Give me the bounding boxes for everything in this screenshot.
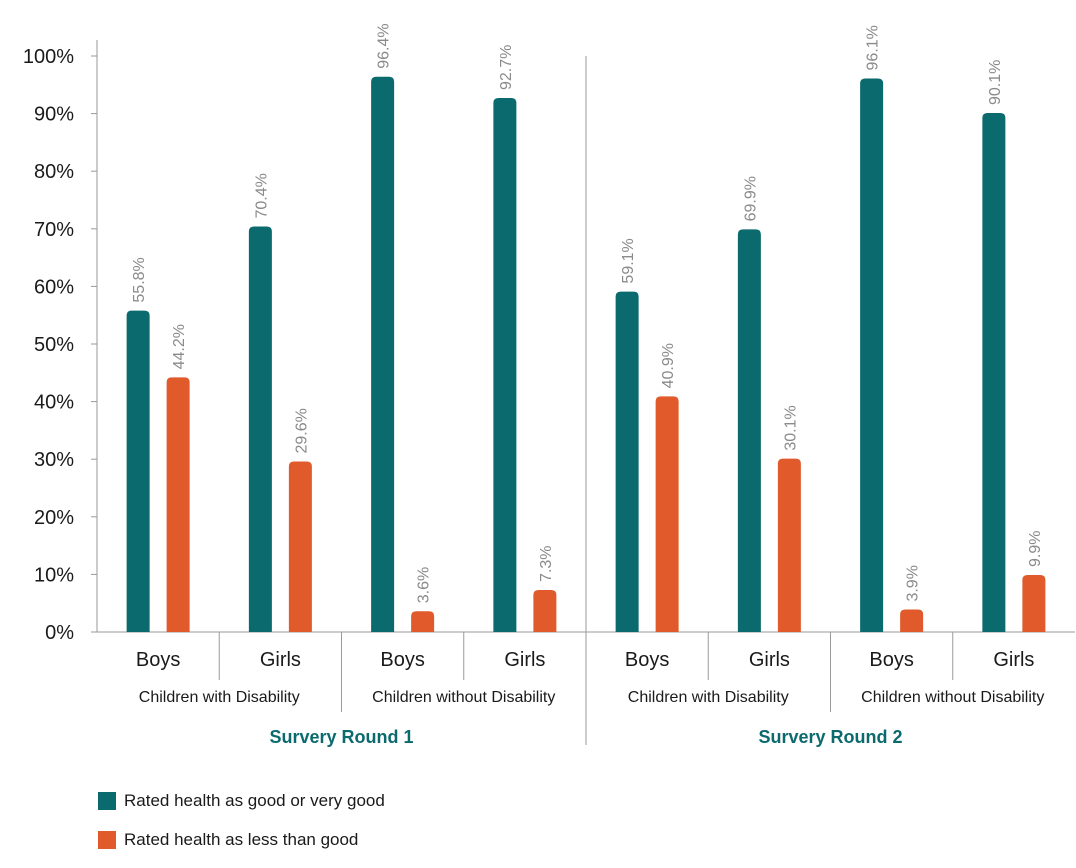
legend-label-less: Rated health as less than good bbox=[124, 830, 359, 849]
group-label: Children without Disability bbox=[372, 689, 555, 706]
bar-good bbox=[248, 226, 272, 632]
data-label-good: 90.1% bbox=[987, 60, 1004, 105]
data-label-less: 3.6% bbox=[416, 567, 433, 603]
category-label: Girls bbox=[504, 649, 545, 671]
bar-good bbox=[371, 76, 395, 632]
category-label: Boys bbox=[625, 649, 669, 671]
category-label: Boys bbox=[380, 649, 424, 671]
data-label-less: 30.1% bbox=[782, 405, 799, 450]
legend-swatch-good bbox=[98, 792, 116, 810]
data-label-less: 3.9% bbox=[905, 565, 922, 601]
bar-less bbox=[166, 377, 190, 632]
category-label: Boys bbox=[869, 649, 913, 671]
data-label-good: 69.9% bbox=[742, 176, 759, 221]
legend: Rated health as good or very good Rated … bbox=[98, 790, 385, 868]
legend-item-less: Rated health as less than good bbox=[98, 829, 385, 851]
round-title: Survery Round 2 bbox=[758, 727, 902, 747]
y-tick-label: 80% bbox=[34, 161, 74, 183]
bar-less bbox=[411, 611, 435, 632]
data-label-good: 55.8% bbox=[131, 257, 148, 302]
data-label-good: 70.4% bbox=[253, 173, 270, 218]
bar-good bbox=[493, 98, 517, 633]
data-label-less: 7.3% bbox=[538, 545, 555, 581]
y-tick-label: 30% bbox=[34, 449, 74, 471]
y-tick-label: 70% bbox=[34, 219, 74, 241]
legend-label-good: Rated health as good or very good bbox=[124, 791, 385, 810]
y-tick-label: 40% bbox=[34, 392, 74, 414]
category-label: Girls bbox=[749, 649, 790, 671]
bar-less bbox=[288, 461, 312, 632]
category-label: Girls bbox=[260, 649, 301, 671]
round-title: Survery Round 1 bbox=[269, 727, 413, 747]
bar-less bbox=[900, 609, 924, 632]
data-label-good: 96.4% bbox=[376, 23, 393, 68]
legend-swatch-less bbox=[98, 831, 116, 849]
y-tick-label: 60% bbox=[34, 276, 74, 298]
bar-good bbox=[615, 291, 639, 632]
category-label: Girls bbox=[993, 649, 1034, 671]
data-label-less: 29.6% bbox=[293, 408, 310, 453]
category-label: Boys bbox=[136, 649, 180, 671]
data-label-less: 44.2% bbox=[171, 324, 188, 369]
group-label: Children with Disability bbox=[628, 689, 789, 706]
bar-good bbox=[126, 310, 150, 632]
bar-less bbox=[777, 458, 801, 632]
legend-item-good: Rated health as good or very good bbox=[98, 790, 385, 812]
y-tick-label: 20% bbox=[34, 507, 74, 529]
data-label-good: 92.7% bbox=[498, 45, 515, 90]
y-tick-label: 0% bbox=[45, 622, 74, 644]
group-label: Children without Disability bbox=[861, 689, 1044, 706]
y-tick-label: 10% bbox=[34, 564, 74, 586]
data-label-less: 9.9% bbox=[1027, 531, 1044, 567]
y-tick-label: 100% bbox=[23, 46, 74, 68]
bar-good bbox=[982, 113, 1006, 633]
group-label: Children with Disability bbox=[139, 689, 300, 706]
y-tick-label: 90% bbox=[34, 104, 74, 126]
data-label-good: 96.1% bbox=[865, 25, 882, 70]
chart-canvas: 0% 10% 20% 30% 40% 50% 60% 70% 80% 90% 100% 55.8% 44… bbox=[23, 23, 1075, 747]
bar-less bbox=[533, 589, 557, 632]
data-label-less: 40.9% bbox=[660, 343, 677, 388]
bar-good bbox=[737, 229, 761, 632]
bar-good bbox=[860, 78, 884, 633]
bar-less bbox=[1022, 574, 1046, 632]
y-tick-label: 50% bbox=[34, 334, 74, 356]
bar-less bbox=[655, 396, 679, 632]
data-label-good: 59.1% bbox=[620, 238, 637, 283]
